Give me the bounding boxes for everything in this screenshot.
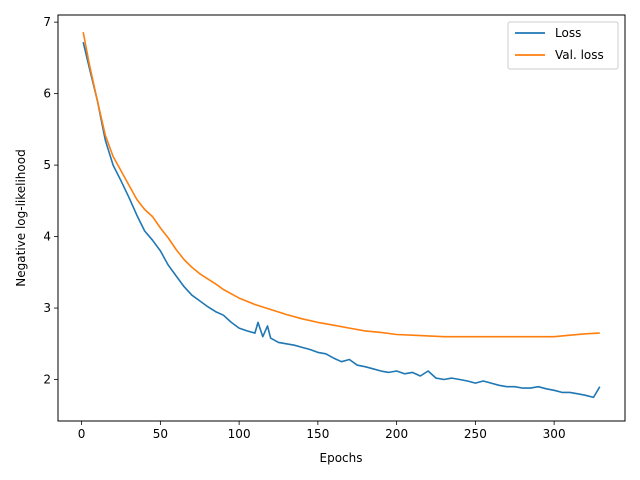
series-line-val-loss [82,32,600,338]
plot-frame [57,14,626,422]
x-tick-label: 100 [228,427,251,441]
x-axis-ticks: 0 50 100 150 200 250 300 [78,421,566,441]
y-tick-label: 4 [43,230,51,244]
x-tick-label: 300 [543,427,566,441]
series-layer [82,32,601,399]
y-tick-label: 6 [43,87,51,101]
legend-label-loss: Loss [555,26,581,40]
x-tick-label: 150 [306,427,329,441]
legend-label-val-loss: Val. loss [555,48,604,62]
x-axis-label: Epochs [320,451,363,465]
x-tick-label: 0 [78,427,86,441]
y-tick-label: 5 [43,158,51,172]
x-tick-label: 250 [464,427,487,441]
y-tick-label: 2 [43,373,51,387]
x-tick-label: 200 [385,427,408,441]
y-axis-label: Negative log-likelihood [14,149,28,286]
x-tick-label: 50 [153,427,168,441]
legend: Loss Val. loss [507,21,619,70]
y-tick-label: 3 [43,301,51,315]
y-axis-ticks: 2 3 4 5 6 7 [43,15,58,387]
y-tick-label: 7 [43,15,51,29]
series-line-loss [82,42,601,399]
